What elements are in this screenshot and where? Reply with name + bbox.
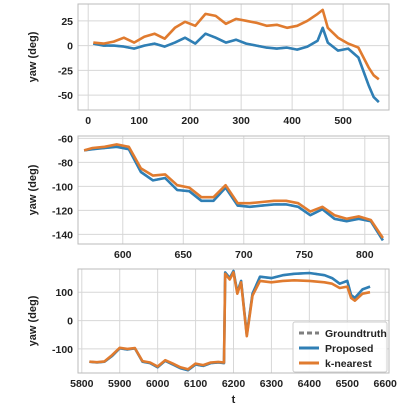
x-tick-label: 6200 — [222, 378, 246, 390]
y-tick-label: 0 — [67, 316, 73, 328]
y-axis-label: yaw (deg) — [27, 31, 39, 82]
legend: Groundtruth Proposed k-nearest — [292, 321, 388, 373]
x-tick-label: 6500 — [336, 378, 360, 390]
y-tick-label: -60 — [58, 133, 73, 145]
x-tick-label: 6400 — [298, 378, 322, 390]
series-line-knearest — [89, 271, 371, 371]
y-tick-label: 100 — [55, 287, 73, 299]
y-tick-label: -140 — [52, 229, 73, 241]
y-tick-label: 0 — [67, 41, 73, 53]
series-line-knearest — [83, 143, 384, 239]
plot-frame — [77, 135, 390, 245]
x-tick-label: 300 — [232, 115, 250, 127]
x-tick-label: 200 — [181, 115, 199, 127]
series-line-groundtruth — [83, 145, 384, 241]
x-tick-label: 650 — [175, 249, 193, 261]
y-tick-label: -100 — [52, 181, 73, 193]
legend-label-knearest: k-nearest — [325, 358, 372, 370]
y-tick-label: -25 — [58, 65, 73, 77]
y-axis-label: yaw (deg) — [27, 295, 39, 346]
x-tick-label: 100 — [130, 115, 148, 127]
x-tick-label: 600 — [114, 249, 132, 261]
series-line-proposed — [83, 145, 384, 242]
y-axis-label: yaw (deg) — [27, 164, 39, 215]
panel-top: 0 100 200 300 400 500 25 0 -25 -50 yaw (deg) — [27, 3, 390, 127]
y-tick-label: -100 — [52, 344, 73, 356]
x-tick-label: 6100 — [184, 378, 208, 390]
x-tick-label: 0 — [85, 115, 91, 127]
x-tick-label: 5900 — [108, 378, 132, 390]
plot-frame — [77, 3, 390, 111]
legend-label-groundtruth: Groundtruth — [325, 328, 387, 340]
series-line-proposed — [93, 26, 380, 104]
y-tick-label: -50 — [58, 90, 73, 102]
x-tick-label: 750 — [296, 249, 314, 261]
x-tick-label: 6000 — [146, 378, 170, 390]
series-line-knearest — [93, 8, 380, 81]
panel-bottom: 5800 5900 6000 6100 6200 6300 6400 6500 6600 100 0… — [27, 268, 398, 406]
x-tick-label: 5800 — [70, 378, 94, 390]
x-tick-label: 500 — [334, 115, 352, 127]
y-tick-label: -80 — [58, 157, 73, 169]
panel-middle: 600 650 700 750 800 -60 -80 -100 -120 -140 yaw (de… — [27, 133, 390, 261]
x-tick-label: 700 — [235, 249, 253, 261]
x-tick-label: 6600 — [374, 378, 398, 390]
x-axis-label: t — [232, 394, 236, 406]
legend-label-proposed: Proposed — [325, 343, 373, 355]
y-tick-label: 25 — [61, 16, 73, 28]
x-tick-label: 400 — [283, 115, 301, 127]
x-tick-label: 800 — [356, 249, 374, 261]
y-tick-label: -120 — [52, 205, 73, 217]
x-tick-label: 6300 — [260, 378, 284, 390]
plot-frame — [77, 268, 390, 374]
